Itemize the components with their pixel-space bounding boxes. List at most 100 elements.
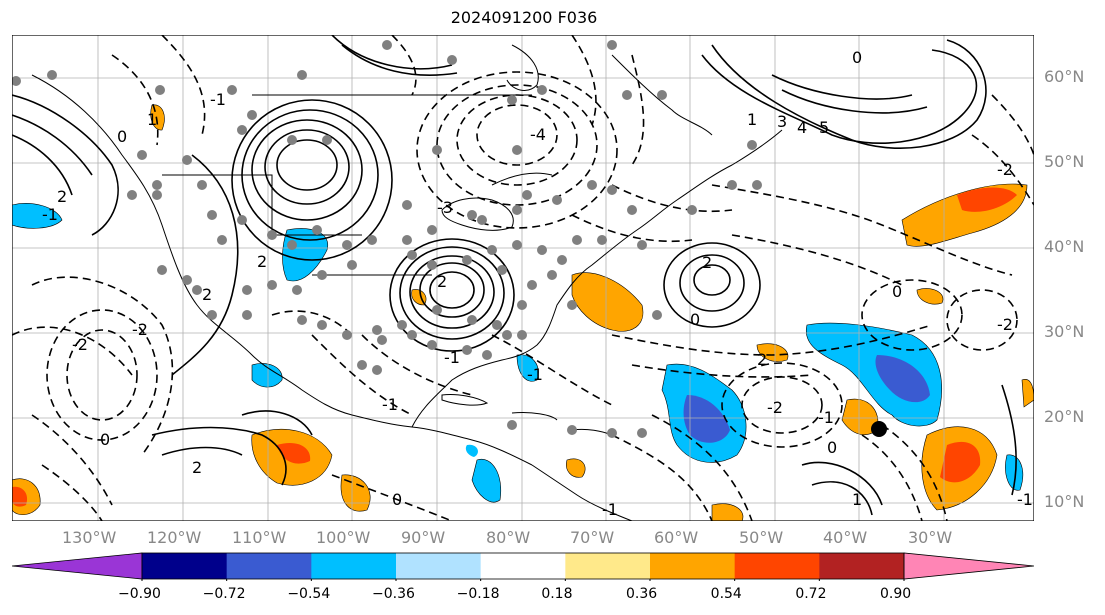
station-dot [242,310,252,320]
station-dot [317,320,327,330]
station-dot [292,285,302,295]
station-dot [237,215,247,225]
colorbar-segment [819,553,905,579]
station-dot [152,190,162,200]
station-dot [587,180,597,190]
negative-anomaly-core [683,395,730,443]
negative-anomaly-region [11,203,63,229]
station-markers [11,40,762,438]
station-dot [497,265,507,275]
station-dot [597,235,607,245]
station-dot [572,235,582,245]
station-dot [342,240,352,250]
station-dot [467,315,477,325]
contour-label: 2 [192,458,202,477]
positive-anomaly-strong [12,486,28,507]
station-dot [567,300,577,310]
contour-label: -1 [818,408,834,427]
contour-label: -2 [997,160,1013,179]
contour-label: 0 [690,310,700,329]
station-dot [157,265,167,275]
station-dot [407,330,417,340]
station-dot [607,428,617,438]
contour-label: 3 [777,112,787,131]
station-dot [402,235,412,245]
station-dot [367,235,377,245]
longitude-label: 40°W [823,528,868,547]
storm-center-marker [871,421,887,437]
station-dot [687,205,697,215]
station-dot [527,280,537,290]
station-dot [207,210,217,220]
latitude-label: 10°N [1044,492,1085,511]
colorbar [11,551,1035,583]
station-dot [747,140,757,150]
station-dot [217,235,227,245]
station-dot [482,350,492,360]
longitude-label: 50°W [739,528,784,547]
station-dot [182,155,192,165]
station-dot [537,85,547,95]
contour-label: -1 [210,90,226,109]
contour-label: 2 [257,252,267,271]
station-dot [372,365,382,375]
station-dot [242,285,252,295]
station-dot [192,285,202,295]
station-dot [152,180,162,190]
longitude-label: 100°W [316,528,371,547]
negative-anomaly-region [471,458,502,503]
station-dot [342,330,352,340]
colorbar-tick-label: −0.90 [118,586,161,602]
station-dot [297,70,307,80]
station-dot [297,315,307,325]
positive-anomaly-region [916,288,944,305]
station-dot [182,275,192,285]
contour-label: 4 [797,118,807,137]
contour-label: -1 [527,365,543,384]
contour-label: -1 [42,205,58,224]
contour-label: 2 [757,350,767,369]
contour-label: 2 [202,285,212,304]
figure-title: 2024091200 F036 [450,8,598,27]
positive-anomaly-strong [277,442,311,464]
contour-label: -2 [767,398,783,417]
positive-anomaly-region [566,458,586,478]
station-dot [267,230,277,240]
positive-anomaly-region [571,272,644,332]
map-canvas: 2 2 0 0 1 1 3 4 5 0 -3 -4 2 2 0 -1 2 -2 … [11,34,1035,522]
contour-label: -3 [437,198,453,217]
station-dot [447,55,457,65]
contour-label: -1 [444,348,460,367]
shaded-anomaly-layer [11,104,1035,522]
colorbar-extend-low [11,552,143,580]
colorbar-segment [142,553,228,579]
contour-label: -1 [602,500,618,519]
station-dot [427,340,437,350]
contour-label: 2 [437,272,447,291]
station-dot [517,300,527,310]
contour-label: 1 [747,110,757,129]
station-dot [557,255,567,265]
colorbar-tick-label: 0.54 [710,586,742,602]
colorbar-tick-label: −0.18 [456,586,500,602]
station-dot [377,335,387,345]
longitude-label: 60°W [654,528,699,547]
station-dot [547,270,557,280]
station-dot [727,180,737,190]
contour-label: -2 [132,320,148,339]
station-dot [137,150,147,160]
station-dot [397,320,407,330]
latitude-label: 40°N [1044,237,1085,256]
longitude-label: 130°W [62,528,117,547]
station-dot [502,330,512,340]
station-dot [317,270,327,280]
station-dot [512,145,522,155]
station-dot [347,260,357,270]
station-dot [512,205,522,215]
station-dot [492,320,502,330]
station-dot [11,76,21,86]
station-dot [267,280,277,290]
station-dot [622,90,632,100]
station-dot [752,180,762,190]
colorbar-tick-label: 0.90 [880,586,912,602]
